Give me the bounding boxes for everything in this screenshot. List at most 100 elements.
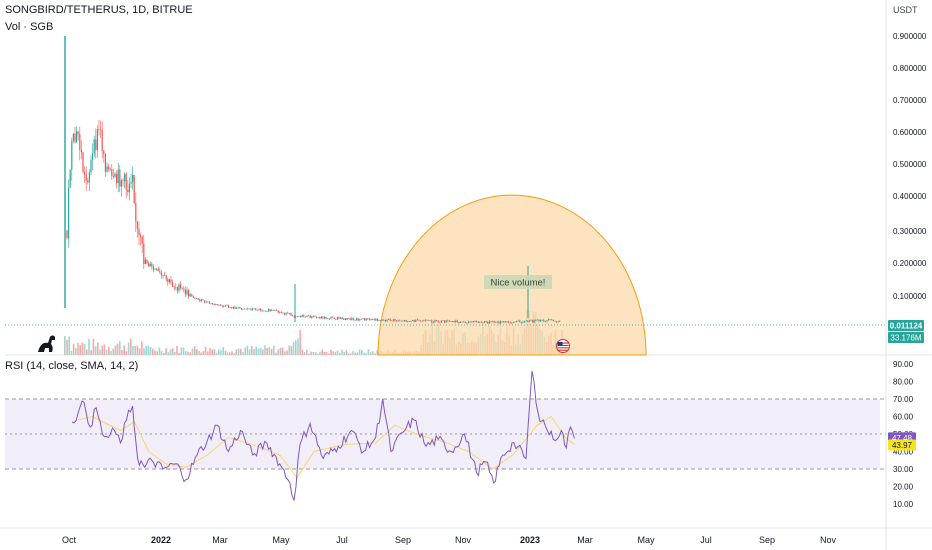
volume-bar [303, 352, 306, 355]
candle-body [389, 319, 391, 321]
price-tick-label: 0.500000 [893, 160, 927, 169]
volume-bar [125, 351, 128, 355]
volume-bar [103, 344, 106, 355]
candle-body [380, 320, 382, 321]
price-badge [888, 320, 924, 331]
candle-body [336, 317, 338, 320]
candle-body [124, 173, 126, 182]
candle-body [399, 320, 401, 322]
candle-body [402, 320, 404, 322]
candle-body [280, 312, 282, 313]
icons [38, 335, 570, 353]
candle-body [442, 320, 444, 321]
candle-body [108, 166, 110, 170]
candle-body [415, 319, 417, 322]
candle-body [140, 235, 142, 237]
volume-bar [367, 349, 370, 355]
volume-bar [196, 349, 198, 355]
volume-bar [229, 352, 231, 355]
candle-body [136, 221, 138, 229]
candle-body [202, 299, 204, 301]
candle-body [472, 320, 474, 323]
volume-bar [255, 346, 257, 355]
volume-bar [156, 351, 158, 355]
volume-bar [163, 352, 165, 355]
candle-body [248, 308, 250, 310]
volume-bar [213, 349, 216, 355]
volume-bar [354, 352, 356, 355]
volume-bar [101, 345, 103, 355]
candle-body [341, 317, 343, 320]
volume-bar [167, 352, 169, 355]
candle-body [444, 320, 446, 323]
volume-bar [281, 347, 284, 355]
time-tick-label: Sep [395, 535, 411, 545]
candle-body [519, 320, 521, 322]
volume-indicator-label[interactable]: Vol · SGB [5, 21, 54, 33]
candle-body [484, 321, 486, 323]
candle-body [434, 320, 436, 322]
candle-body [396, 320, 398, 322]
candle-body [548, 319, 550, 321]
volume-bar [154, 350, 156, 355]
time-tick-label: May [637, 535, 655, 545]
candle-body [87, 180, 89, 183]
volume-bar [336, 350, 339, 355]
volume-bar [209, 348, 211, 355]
candle-body [240, 308, 242, 310]
candle-body [368, 318, 370, 320]
rsi-indicator-label[interactable]: RSI (14, close, SMA, 14, 2) [5, 360, 139, 372]
candle-body [424, 319, 426, 321]
candle-body [213, 304, 215, 305]
candle-body [304, 316, 306, 318]
candle-body [546, 320, 548, 322]
price-tick-label: 0.400000 [893, 192, 927, 201]
candle-body [269, 309, 271, 311]
candle-body [101, 129, 103, 151]
candle-body [172, 282, 174, 287]
volume-bar [235, 349, 238, 355]
candle-body [285, 312, 287, 315]
flag-stripe [557, 349, 569, 351]
candle-body [143, 243, 145, 264]
candle-body [508, 321, 510, 323]
candle-body [386, 319, 388, 322]
rsi-badge-value: 47.48 [892, 434, 913, 443]
candle-body [212, 303, 214, 305]
price-tick-label: 0.200000 [893, 259, 927, 268]
candle-body [100, 129, 102, 131]
candle-body [159, 271, 161, 273]
candle-body [192, 296, 194, 298]
candle-body [220, 304, 222, 306]
volume-bar [121, 350, 123, 355]
candle-body [413, 320, 415, 322]
candle-body [343, 318, 345, 320]
time-tick-label: May [272, 535, 290, 545]
candle-body [76, 131, 78, 143]
volume-bar [99, 349, 101, 355]
candle-body [301, 315, 303, 318]
volume-bar [86, 349, 88, 355]
candle-body [205, 301, 207, 303]
candle-body [492, 321, 494, 322]
candle-body [346, 317, 348, 320]
candle-body [375, 318, 377, 321]
annotation-label: Nice volume! [491, 278, 546, 289]
time-tick-label: Nov [820, 535, 837, 545]
volume-bar [141, 341, 143, 355]
candle-body [242, 309, 244, 310]
candle-body [71, 140, 73, 170]
chart-title: SONGBIRD/TETHERUS, 1D, BITRUE [5, 4, 193, 16]
rsi-tick-label: 30.00 [893, 465, 914, 474]
candle-body [338, 317, 340, 319]
candle-body [128, 183, 130, 193]
candle-body [229, 307, 231, 308]
volume-bar [330, 349, 332, 355]
volume-bar [277, 349, 279, 355]
candle-body [520, 321, 522, 323]
candle-body [277, 310, 279, 313]
candle-body [552, 319, 554, 322]
us-flag-icon [556, 339, 570, 353]
rsi-tick-label: 60.00 [893, 413, 914, 422]
candle-body [429, 320, 431, 321]
